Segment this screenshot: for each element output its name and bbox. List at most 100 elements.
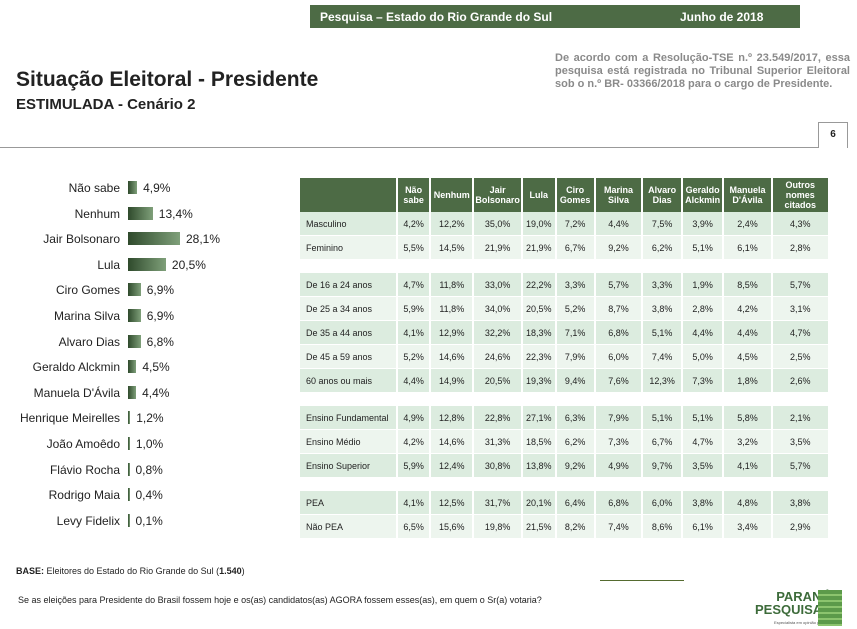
table-row: 60 anos ou mais 4,4% 14,9% 20,5% 19,3% 9,4% 7,…: [300, 369, 828, 393]
cell: 3,4%: [724, 515, 771, 539]
cell: 9,2%: [595, 236, 642, 260]
column-header: Alvaro Dias: [643, 178, 681, 212]
cell: 13,8%: [522, 454, 555, 478]
cell: 5,8%: [724, 406, 771, 430]
cell: 6,1%: [682, 515, 723, 539]
cell: 34,0%: [474, 297, 521, 321]
cell: 21,9%: [522, 236, 555, 260]
cell: 9,2%: [556, 454, 594, 478]
table-row: De 45 a 59 anos 5,2% 14,6% 24,6% 22,3% 7,9% 6,…: [300, 345, 828, 369]
row-label: Ensino Fundamental: [300, 406, 396, 430]
cell: 24,6%: [474, 345, 521, 369]
cell: 9,7%: [643, 454, 681, 478]
bar: [128, 232, 180, 246]
cell: 4,4%: [595, 212, 642, 236]
logo-line2: PESQUISAS: [755, 602, 831, 617]
table-row: De 16 a 24 anos 4,7% 11,8% 33,0% 22,2% 3,3% 5,…: [300, 273, 828, 297]
bar: [128, 385, 137, 399]
cell: 5,2%: [398, 345, 430, 369]
cell: 5,0%: [682, 345, 723, 369]
cell: 5,7%: [595, 273, 642, 297]
cell: 4,2%: [724, 297, 771, 321]
cell: 3,5%: [772, 430, 828, 454]
cell: 31,7%: [474, 491, 521, 515]
base-label: BASE:: [16, 566, 45, 576]
bar-value: 6,8%: [146, 334, 174, 349]
question-text: Se as eleições para Presidente do Brasil…: [18, 595, 542, 605]
bar-row: Marina Silva 6,9%: [0, 306, 290, 326]
cell: 4,1%: [398, 491, 430, 515]
base-n: 1.540: [219, 566, 242, 576]
cell: 27,1%: [522, 406, 555, 430]
bar: [128, 360, 137, 374]
logo-flag-icon: [818, 590, 842, 626]
cell: 12,8%: [431, 406, 473, 430]
cell: 4,7%: [682, 430, 723, 454]
bar-value: 1,0%: [135, 437, 164, 451]
bar: [128, 206, 153, 220]
bar: [128, 437, 130, 450]
column-header: Outros nomes citados: [772, 178, 828, 212]
cell: 8,7%: [595, 297, 642, 321]
cell: 14,6%: [431, 430, 473, 454]
cell: 32,2%: [474, 321, 521, 345]
survey-date: Junho de 2018: [680, 10, 764, 24]
cell: 22,3%: [522, 345, 555, 369]
cell: 7,9%: [556, 345, 594, 369]
cell: 2,8%: [682, 297, 723, 321]
bar-row: Levy Fidelix 0,1%: [0, 511, 290, 531]
bar-row: Jair Bolsonaro 28,1%: [0, 229, 290, 249]
cell: 4,1%: [398, 321, 430, 345]
cell: 22,2%: [522, 273, 555, 297]
cell: 4,9%: [595, 454, 642, 478]
base-note: BASE: Eleitores do Estado do Rio Grande …: [16, 566, 245, 576]
cell: 6,8%: [595, 491, 642, 515]
cell: 7,4%: [643, 345, 681, 369]
cell: 3,9%: [682, 212, 723, 236]
bar-value: 4,9%: [143, 181, 171, 195]
bar-row: Ciro Gomes 6,9%: [0, 280, 290, 300]
cell: 4,2%: [398, 212, 430, 236]
cell: 5,1%: [643, 406, 681, 430]
cell: 1,9%: [682, 273, 723, 297]
row-label: De 35 a 44 anos: [300, 321, 396, 345]
cell: 6,7%: [643, 430, 681, 454]
cell: 21,5%: [522, 515, 555, 539]
cell: 4,4%: [724, 321, 771, 345]
cell: 6,8%: [595, 321, 642, 345]
cell: 19,0%: [522, 212, 555, 236]
cell: 4,8%: [724, 491, 771, 515]
row-label: Masculino: [300, 212, 396, 236]
bar: [128, 283, 141, 297]
table-row: Ensino Superior 5,9% 12,4% 30,8% 13,8% 9,2% 4,…: [300, 454, 828, 478]
bar: [128, 513, 130, 527]
cell: 6,0%: [643, 491, 681, 515]
cell: 5,1%: [643, 321, 681, 345]
cell: 2,1%: [772, 406, 828, 430]
cell: 7,5%: [643, 212, 681, 236]
bar-row: Lula 20,5%: [0, 255, 290, 275]
cell: 2,9%: [772, 515, 828, 539]
cell: 3,8%: [772, 491, 828, 515]
bar-row: João Amoêdo 1,0%: [0, 434, 290, 454]
group-gap: [300, 393, 828, 406]
bar-row: Nenhum 13,4%: [0, 204, 290, 224]
bar: [128, 462, 130, 476]
table-row: De 35 a 44 anos 4,1% 12,9% 32,2% 18,3% 7,1% 6,…: [300, 321, 828, 345]
group-gap: [300, 478, 828, 491]
table-row: Ensino Médio 4,2% 14,6% 31,3% 18,5% 6,2% 7,3% 6…: [300, 430, 828, 454]
bar: [128, 257, 166, 271]
cell: 7,1%: [556, 321, 594, 345]
column-header: Lula: [522, 178, 555, 212]
cell: 2,8%: [772, 236, 828, 260]
cell: 20,1%: [522, 491, 555, 515]
cell: 31,3%: [474, 430, 521, 454]
base-text: Eleitores do Estado do Rio Grande do Sul…: [44, 566, 220, 576]
cell: 35,0%: [474, 212, 521, 236]
cell: 14,9%: [431, 369, 473, 393]
bar-label: Rodrigo Maia: [48, 488, 120, 503]
cell: 18,3%: [522, 321, 555, 345]
cell: 12,3%: [643, 369, 681, 393]
bar-label: Flávio Rocha: [49, 462, 120, 477]
row-label: De 45 a 59 anos: [300, 345, 396, 369]
